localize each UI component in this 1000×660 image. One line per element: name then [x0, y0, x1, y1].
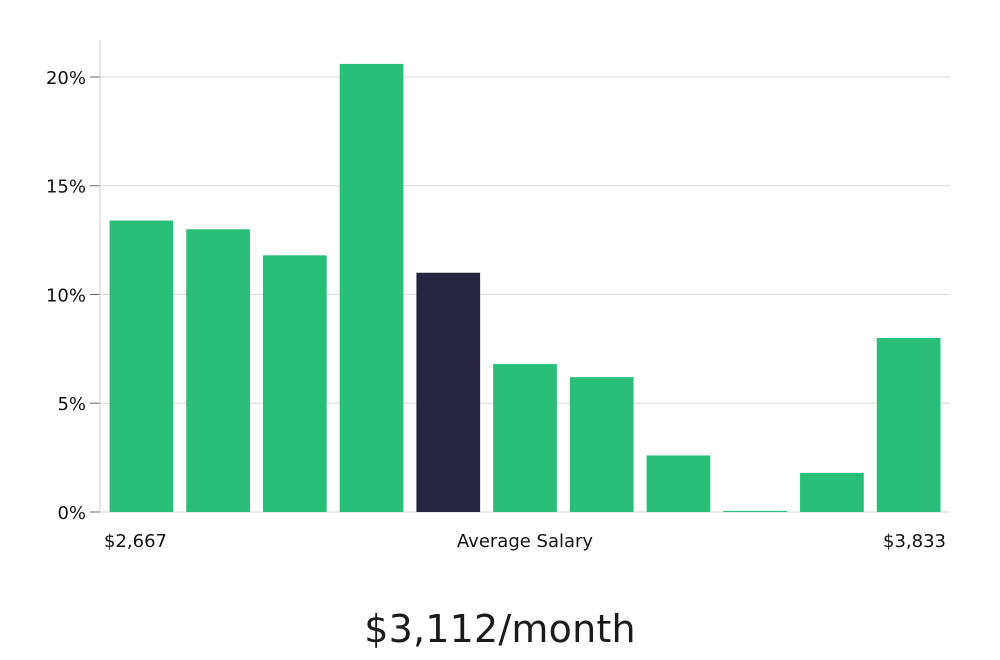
salary-bar	[723, 510, 788, 512]
salary-bar	[646, 455, 711, 512]
salary-bar	[800, 472, 864, 512]
bars-layer	[109, 63, 941, 513]
salary-bar	[339, 63, 404, 512]
y-axis-tick-label: 15%	[46, 177, 86, 198]
label-layer: $2,667 Average Salary $3,833	[104, 531, 946, 552]
average-salary-headline: $3,112/month	[364, 607, 636, 651]
salary-bar	[876, 337, 941, 512]
x-axis-max-label: $3,833	[883, 531, 946, 552]
average-salary-bar	[416, 272, 481, 512]
y-axis-tick-label: 0%	[57, 503, 86, 524]
axis-layer: 0% 5% 10% 15% 20%	[46, 40, 101, 524]
y-axis-tick-label: 5%	[57, 394, 86, 415]
x-axis-label: Average Salary	[457, 531, 594, 552]
chart-svg: 0% 5% 10% 15% 20% $2,667 Average Salary $3,8…	[46, 40, 950, 552]
salary-bar	[262, 255, 327, 512]
y-axis-tick-label: 10%	[46, 285, 86, 306]
salary-bar	[493, 364, 557, 512]
salary-bar	[186, 229, 250, 512]
x-axis-min-label: $2,667	[104, 531, 167, 552]
salary-bar	[109, 220, 174, 513]
y-axis-tick-label: 20%	[46, 68, 86, 89]
salary-bar	[569, 377, 634, 512]
